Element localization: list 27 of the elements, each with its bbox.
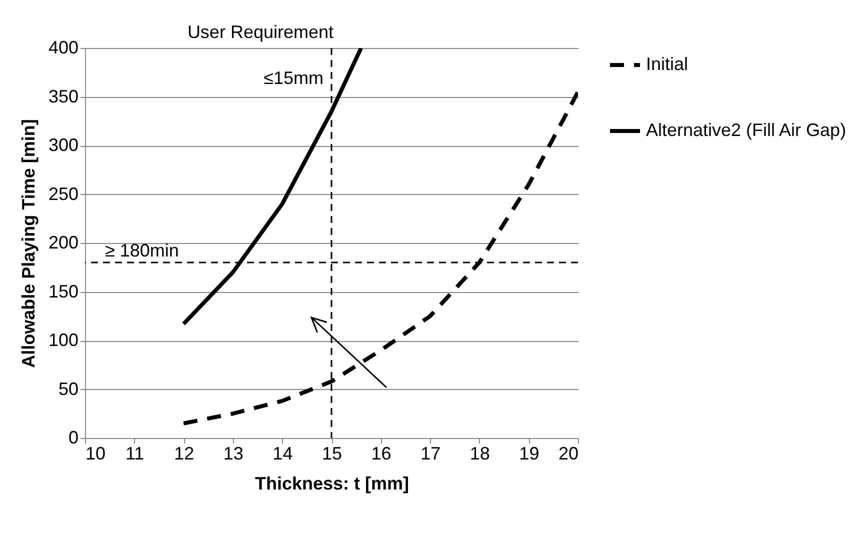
x-tick-label: 11	[125, 444, 144, 464]
x-tick-label: 19	[519, 444, 540, 464]
annotation: ≤15mm	[264, 68, 324, 88]
x-tick-label: 16	[371, 444, 392, 464]
y-tick-label: 100	[48, 330, 78, 350]
x-tick-label: 10	[86, 444, 106, 464]
y-tick-label: 0	[68, 428, 78, 448]
ref-line-label: User Requirement	[187, 22, 334, 42]
y-tick-label: 250	[48, 184, 78, 204]
y-tick-label: 400	[48, 38, 78, 58]
x-tick-label: 20	[558, 444, 578, 464]
x-tick-label: 12	[174, 444, 194, 464]
x-axis-title: Thickness: t [mm]	[254, 474, 410, 494]
y-tick-label: 300	[48, 135, 78, 155]
ref-line-label: ≥ 180min	[105, 240, 179, 260]
x-tick-label: 14	[272, 444, 293, 464]
y-tick-label: 350	[48, 86, 78, 106]
y-tick-label: 200	[48, 232, 78, 252]
y-tick-label: 150	[48, 281, 78, 302]
x-tick-label: 15	[322, 444, 342, 464]
x-tick-label: 17	[420, 444, 441, 464]
x-tick-label: 18	[470, 444, 490, 464]
y-tick-label: 50	[58, 378, 78, 399]
legend-label: Alternative2 (Fill Air Gap)	[646, 120, 846, 140]
x-tick-label: 13	[223, 444, 244, 464]
legend-label: Initial	[646, 54, 688, 74]
y-axis-title: Allowable Playing Time [min]	[18, 119, 38, 368]
